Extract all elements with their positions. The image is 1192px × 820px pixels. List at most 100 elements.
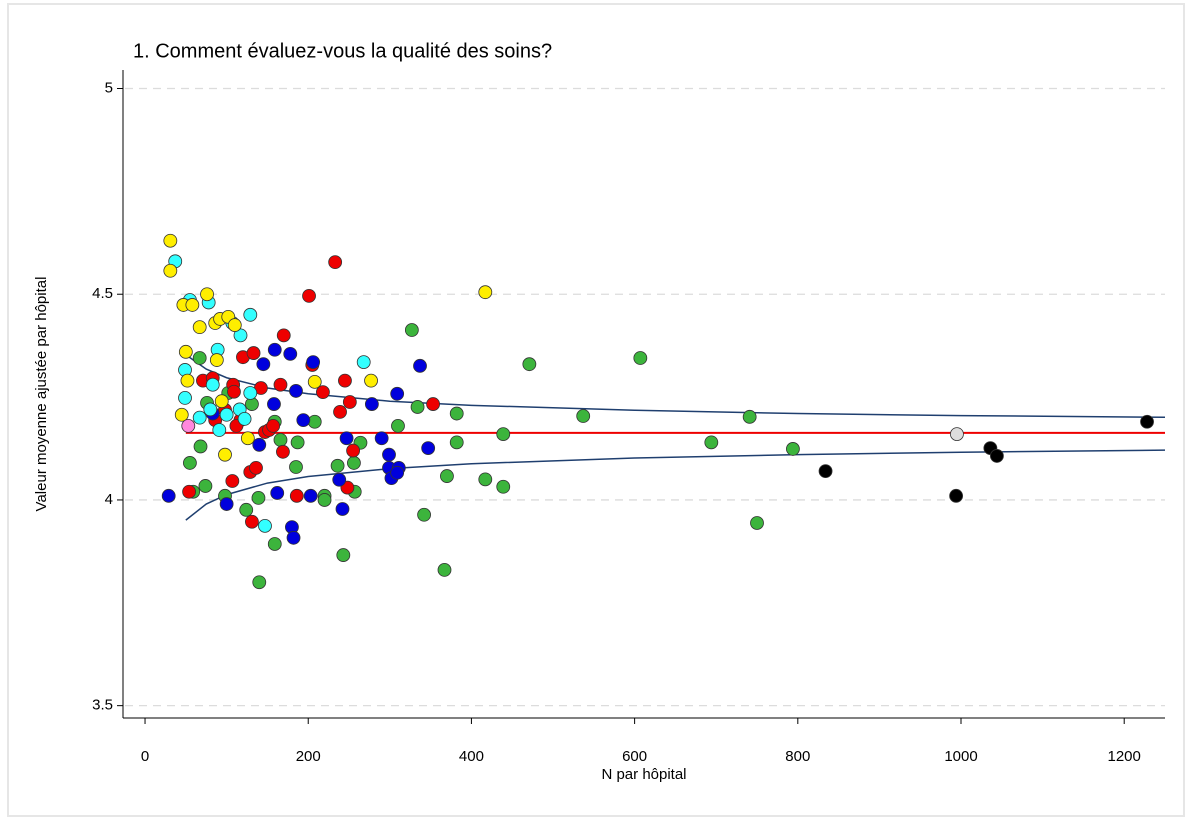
- point: [252, 575, 267, 590]
- point: [203, 402, 218, 417]
- point: [786, 442, 800, 456]
- point: [417, 507, 431, 522]
- point: [290, 435, 305, 450]
- x-tick-label: 400: [459, 748, 484, 765]
- point: [437, 562, 452, 577]
- point: [237, 411, 252, 426]
- point: [330, 458, 345, 473]
- y-axis-label: Valeur moyenne ajustée par hôpital: [33, 277, 50, 512]
- point: [449, 406, 464, 421]
- point: [704, 435, 719, 450]
- point: [267, 537, 282, 551]
- point: [214, 394, 229, 409]
- point: [449, 435, 464, 450]
- point: [283, 346, 298, 361]
- point: [364, 373, 378, 388]
- point: [249, 460, 263, 475]
- point: [219, 497, 234, 511]
- x-tick-label: 200: [296, 748, 321, 765]
- point: [245, 514, 259, 529]
- point: [181, 418, 196, 433]
- y-tick-label: 4.5: [92, 285, 113, 302]
- point: [273, 432, 288, 447]
- y-tick-label: 5: [105, 79, 113, 96]
- point: [750, 516, 764, 530]
- point: [252, 437, 267, 452]
- point: [267, 397, 281, 411]
- control-limit: [185, 354, 1166, 418]
- point: [227, 318, 242, 332]
- point: [227, 384, 241, 399]
- point: [478, 472, 493, 487]
- x-tick-label: 800: [785, 748, 810, 765]
- chart-title: 1. Comment évaluez-vous la qualité des s…: [133, 40, 552, 62]
- point: [276, 444, 290, 459]
- point: [332, 472, 347, 487]
- point: [335, 502, 350, 516]
- point: [273, 377, 288, 392]
- point: [161, 488, 176, 503]
- point: [192, 410, 207, 425]
- point: [410, 400, 425, 414]
- point: [276, 328, 291, 343]
- point: [270, 486, 285, 500]
- point: [163, 233, 178, 248]
- point: [225, 474, 240, 488]
- point: [496, 427, 511, 442]
- point: [382, 447, 396, 462]
- point: [742, 409, 757, 424]
- point: [219, 407, 234, 422]
- point: [193, 439, 208, 454]
- point: [440, 469, 454, 483]
- point: [289, 384, 303, 398]
- point: [633, 351, 648, 365]
- point: [1140, 414, 1154, 429]
- x-tick-label: 600: [622, 748, 647, 765]
- point: [522, 357, 537, 372]
- x-tick-label: 1000: [944, 748, 977, 765]
- point: [256, 357, 271, 372]
- point: [266, 418, 281, 433]
- point: [303, 488, 318, 503]
- point: [243, 386, 258, 400]
- point: [178, 344, 193, 359]
- point: [296, 413, 311, 428]
- point: [174, 407, 189, 422]
- x-axis-label: N par hôpital: [601, 766, 686, 783]
- point: [390, 386, 405, 401]
- point: [949, 488, 964, 503]
- point: [183, 456, 197, 470]
- point: [239, 502, 254, 517]
- point: [212, 423, 227, 437]
- y-tick-label: 4: [105, 491, 113, 508]
- point: [258, 518, 272, 533]
- point: [209, 353, 224, 367]
- point: [251, 490, 266, 505]
- point: [339, 431, 354, 446]
- x-tick-label: 0: [141, 748, 149, 765]
- point: [576, 409, 591, 423]
- point: [198, 479, 213, 493]
- point: [421, 441, 436, 456]
- point: [333, 404, 347, 419]
- point: [347, 456, 361, 470]
- x-tick-label: 1200: [1108, 748, 1141, 765]
- point: [356, 355, 371, 370]
- point: [302, 288, 316, 303]
- point: [246, 346, 261, 360]
- point: [205, 377, 220, 392]
- point: [178, 391, 192, 405]
- y-tick-label: 3.5: [92, 697, 113, 714]
- point: [192, 351, 207, 365]
- point: [342, 395, 357, 409]
- point: [950, 427, 964, 442]
- point: [338, 373, 352, 388]
- point: [200, 287, 214, 302]
- point: [404, 323, 419, 337]
- point: [185, 298, 200, 312]
- point: [180, 373, 195, 388]
- point: [346, 443, 361, 458]
- point: [317, 493, 332, 507]
- point: [289, 460, 303, 474]
